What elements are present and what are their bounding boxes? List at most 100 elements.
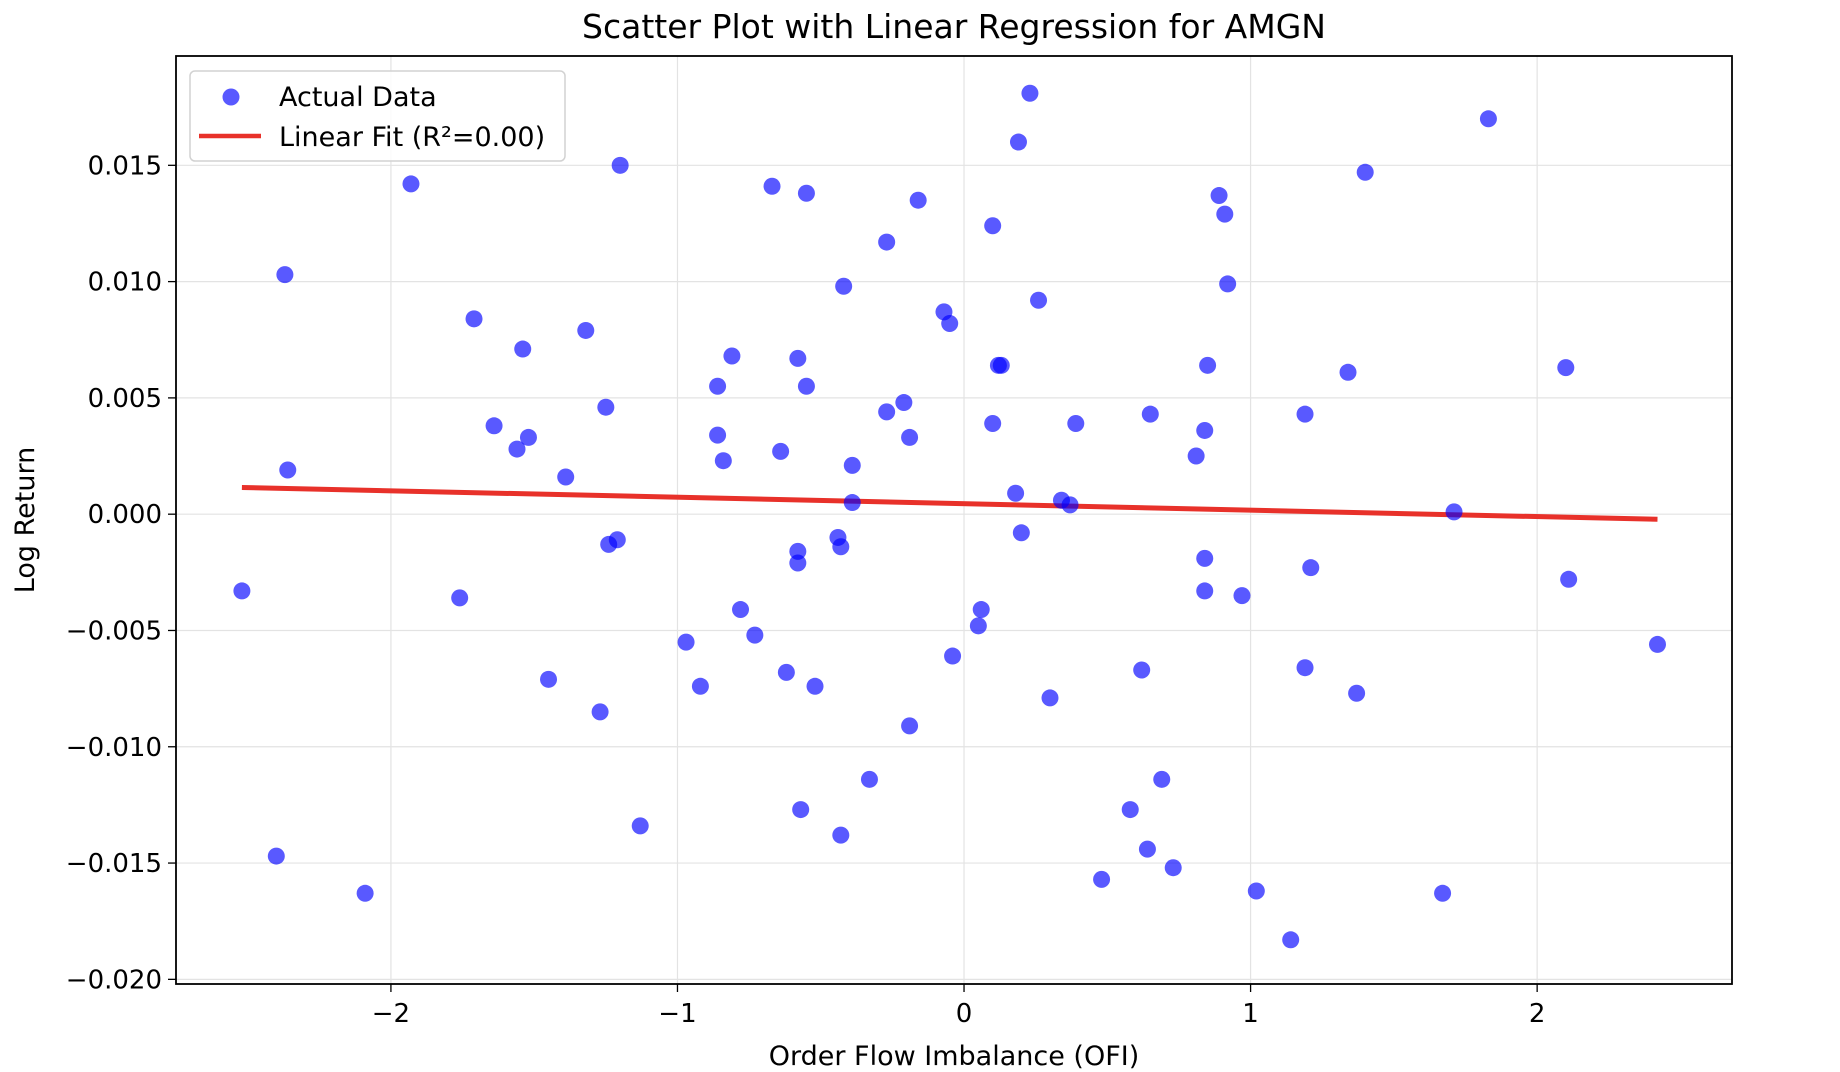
- x-axis-ticks: −2 −1 0 1 2: [372, 984, 1545, 1029]
- data-point: [485, 417, 503, 435]
- data-point: [709, 426, 727, 444]
- data-point: [276, 266, 294, 284]
- data-point: [465, 310, 483, 328]
- data-point: [772, 442, 790, 460]
- legend-fit-label: Linear Fit (R²=0.00): [279, 122, 545, 153]
- data-point: [1339, 363, 1357, 381]
- data-point: [1434, 884, 1452, 902]
- data-point: [832, 826, 850, 844]
- data-point: [508, 440, 526, 458]
- data-point: [1030, 291, 1048, 309]
- data-point: [832, 538, 850, 556]
- data-point: [1141, 405, 1159, 423]
- data-point: [789, 349, 807, 367]
- data-point: [984, 217, 1002, 235]
- data-point: [519, 428, 537, 446]
- data-point: [1247, 882, 1265, 900]
- data-point: [677, 633, 695, 651]
- y-tick-label: 0.005: [88, 384, 162, 414]
- regression-fit-line: [241, 484, 1658, 522]
- data-point: [691, 677, 709, 695]
- data-point: [597, 398, 615, 416]
- data-point: [1061, 496, 1079, 514]
- data-point: [1138, 840, 1156, 858]
- y-tick-label: 0.010: [88, 268, 162, 298]
- x-tick-label: 1: [1242, 999, 1259, 1029]
- data-point: [451, 589, 469, 607]
- data-point: [969, 617, 987, 635]
- data-point: [1012, 524, 1030, 542]
- data-point: [1164, 859, 1182, 877]
- x-tick-label: −1: [658, 999, 696, 1029]
- data-point: [878, 233, 896, 251]
- data-point: [835, 277, 853, 295]
- data-point: [860, 770, 878, 788]
- data-point: [577, 321, 595, 339]
- data-point: [1133, 661, 1151, 679]
- data-point: [806, 677, 824, 695]
- data-point: [714, 452, 732, 470]
- data-point: [1210, 187, 1228, 205]
- data-point: [901, 428, 919, 446]
- data-point: [1007, 484, 1025, 502]
- data-point: [746, 626, 764, 644]
- data-point: [895, 394, 913, 412]
- data-point: [984, 414, 1002, 432]
- data-point: [1041, 689, 1059, 707]
- chart-title: Scatter Plot with Linear Regression for …: [582, 7, 1326, 46]
- data-point: [1282, 931, 1300, 949]
- data-point: [1067, 414, 1085, 432]
- data-point: [591, 703, 609, 721]
- data-point: [843, 494, 861, 512]
- data-point: [992, 356, 1010, 374]
- data-point: [631, 817, 649, 835]
- legend-box: [189, 70, 566, 162]
- x-axis-label: Order Flow Imbalance (OFI): [769, 1041, 1140, 1072]
- data-point: [608, 531, 626, 549]
- data-point: [777, 663, 795, 681]
- data-point: [1219, 275, 1237, 293]
- data-point: [279, 461, 297, 479]
- data-point: [944, 647, 962, 665]
- data-point: [1302, 559, 1320, 577]
- y-tick-label: −0.005: [66, 616, 162, 646]
- data-point: [1196, 421, 1214, 439]
- fit-line-layer: [241, 484, 1658, 522]
- data-point: [1560, 570, 1578, 588]
- data-point: [1233, 587, 1251, 605]
- data-point: [909, 191, 927, 209]
- data-point: [763, 177, 781, 195]
- y-tick-label: 0.015: [88, 151, 162, 181]
- data-point: [843, 456, 861, 474]
- data-point: [709, 377, 727, 395]
- data-point: [540, 670, 558, 688]
- data-point: [732, 601, 750, 619]
- y-tick-label: 0.000: [88, 500, 162, 530]
- data-point: [514, 340, 532, 358]
- y-axis-ticks: −0.020 −0.015 −0.010 −0.005 0.000 0.005 0.010 0…: [66, 151, 176, 995]
- data-point: [797, 377, 815, 395]
- data-point: [789, 542, 807, 560]
- data-point: [1348, 684, 1366, 702]
- data-point: [1445, 503, 1463, 521]
- data-point: [1153, 770, 1171, 788]
- data-point: [797, 184, 815, 202]
- data-points: [233, 84, 1666, 949]
- data-point: [1093, 870, 1111, 888]
- data-point: [1296, 405, 1314, 423]
- data-point: [1356, 163, 1374, 181]
- data-point: [557, 468, 575, 486]
- data-point: [1648, 635, 1666, 653]
- data-point: [233, 582, 251, 600]
- data-point: [901, 717, 919, 735]
- data-point: [789, 554, 807, 572]
- data-point: [611, 156, 629, 174]
- data-point: [1216, 205, 1234, 223]
- data-point: [1009, 133, 1027, 151]
- data-point: [972, 601, 990, 619]
- data-point: [1199, 356, 1217, 374]
- data-point: [1296, 659, 1314, 677]
- data-point: [1479, 110, 1497, 128]
